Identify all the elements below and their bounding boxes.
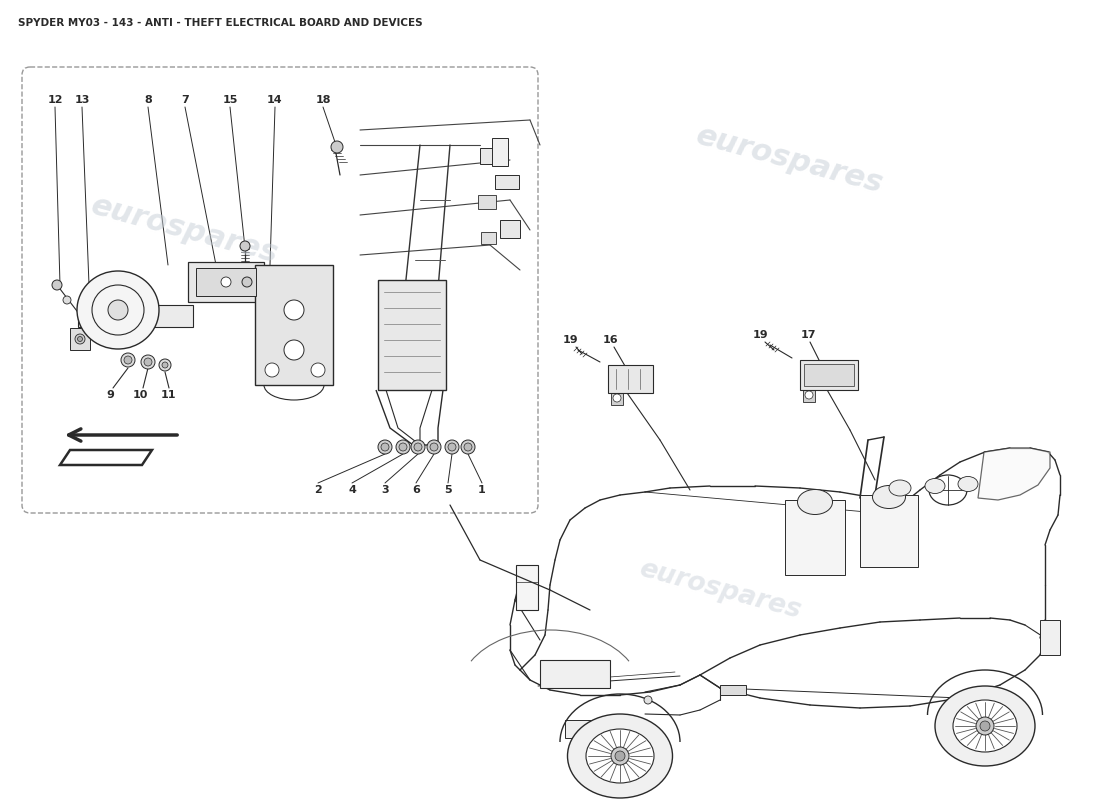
Text: eurospares: eurospares [693, 121, 887, 199]
Text: 1: 1 [478, 485, 486, 495]
Circle shape [378, 440, 392, 454]
Text: 11: 11 [161, 390, 176, 400]
Bar [492, 138, 508, 166]
Circle shape [63, 296, 72, 304]
Bar [800, 360, 858, 390]
Bar [516, 565, 538, 610]
Ellipse shape [889, 480, 911, 496]
Text: eurospares: eurospares [636, 556, 804, 624]
Bar [188, 262, 264, 302]
Circle shape [381, 443, 389, 451]
Text: 10: 10 [132, 390, 147, 400]
Circle shape [265, 363, 279, 377]
FancyBboxPatch shape [22, 67, 538, 513]
Circle shape [448, 443, 456, 451]
Ellipse shape [958, 477, 978, 491]
Circle shape [399, 443, 407, 451]
Bar [860, 495, 918, 567]
Polygon shape [60, 450, 152, 465]
Circle shape [430, 443, 438, 451]
Circle shape [644, 696, 652, 704]
Ellipse shape [935, 686, 1035, 766]
Ellipse shape [953, 700, 1018, 752]
Bar [608, 365, 653, 393]
Text: 4: 4 [348, 485, 356, 495]
Circle shape [331, 141, 343, 153]
Circle shape [221, 277, 231, 287]
Bar [495, 175, 519, 189]
Circle shape [124, 356, 132, 364]
Ellipse shape [872, 486, 905, 509]
Polygon shape [978, 448, 1050, 500]
Circle shape [144, 358, 152, 366]
Text: eurospares: eurospares [88, 191, 282, 269]
Text: 18: 18 [316, 95, 331, 105]
Text: 17: 17 [801, 330, 816, 340]
Circle shape [980, 721, 990, 731]
Text: 12: 12 [47, 95, 63, 105]
Circle shape [396, 440, 410, 454]
Ellipse shape [77, 271, 160, 349]
Text: 9: 9 [106, 390, 114, 400]
Circle shape [446, 440, 459, 454]
Circle shape [461, 440, 475, 454]
Circle shape [160, 359, 170, 371]
Text: 5: 5 [444, 485, 452, 495]
Bar [803, 388, 815, 402]
Text: 6: 6 [412, 485, 420, 495]
Circle shape [242, 277, 252, 287]
Bar [255, 265, 333, 385]
Circle shape [77, 337, 82, 342]
Circle shape [284, 300, 304, 320]
Bar [500, 220, 520, 238]
Text: 16: 16 [602, 335, 618, 345]
Ellipse shape [925, 478, 945, 494]
Text: 14: 14 [267, 95, 283, 105]
Circle shape [108, 300, 128, 320]
Circle shape [121, 353, 135, 367]
Circle shape [284, 340, 304, 360]
Circle shape [615, 751, 625, 761]
Bar [720, 685, 746, 695]
Bar [785, 500, 845, 575]
Ellipse shape [568, 714, 672, 798]
Text: 19: 19 [752, 330, 768, 340]
Text: 8: 8 [144, 95, 152, 105]
Text: 3: 3 [382, 485, 388, 495]
Circle shape [414, 443, 422, 451]
Circle shape [427, 440, 441, 454]
Bar [804, 364, 854, 386]
Circle shape [52, 280, 62, 290]
Bar [565, 720, 595, 738]
Circle shape [613, 394, 621, 402]
Text: 7: 7 [182, 95, 189, 105]
Bar [480, 148, 508, 164]
Circle shape [464, 443, 472, 451]
Bar [196, 268, 256, 296]
Circle shape [805, 391, 813, 399]
Circle shape [411, 440, 425, 454]
Bar [70, 328, 90, 350]
Text: 15: 15 [222, 95, 238, 105]
Text: 13: 13 [75, 95, 90, 105]
Circle shape [976, 717, 994, 735]
Text: 2: 2 [315, 485, 322, 495]
Circle shape [610, 747, 629, 765]
Bar [540, 660, 611, 688]
Bar [481, 232, 496, 244]
Ellipse shape [586, 729, 654, 783]
Circle shape [141, 355, 155, 369]
Circle shape [240, 241, 250, 251]
Text: 19: 19 [562, 335, 578, 345]
Circle shape [75, 334, 85, 344]
Circle shape [311, 363, 324, 377]
Bar [78, 305, 192, 327]
Bar [610, 391, 623, 405]
Bar [1040, 620, 1060, 655]
Bar [478, 195, 496, 209]
Circle shape [162, 362, 168, 368]
Text: SPYDER MY03 - 143 - ANTI - THEFT ELECTRICAL BOARD AND DEVICES: SPYDER MY03 - 143 - ANTI - THEFT ELECTRI… [18, 18, 422, 28]
Ellipse shape [798, 490, 833, 514]
Bar [378, 280, 446, 390]
